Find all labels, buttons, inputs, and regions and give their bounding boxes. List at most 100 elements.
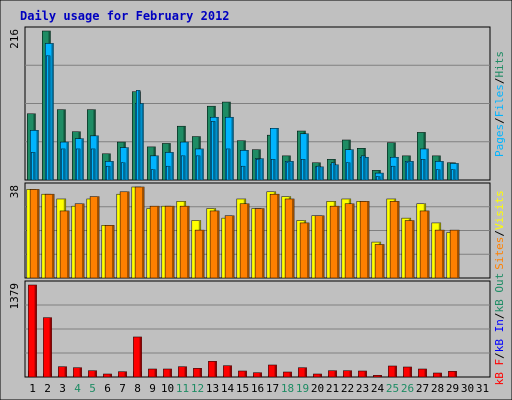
bar-shadow <box>262 208 265 278</box>
bar-shadow <box>63 148 66 180</box>
bar-kbytes-f <box>358 370 367 378</box>
bar-sites <box>284 198 295 279</box>
bar-shadow <box>273 159 276 180</box>
bar-shadow <box>198 155 201 180</box>
bar-shadow <box>348 162 351 180</box>
bar-shadow <box>141 103 144 180</box>
panel-kbytes: 1379 <box>8 280 491 378</box>
bar-shadow <box>67 210 70 278</box>
bar-kbytes-f <box>328 370 337 378</box>
day-label: 2 <box>44 382 51 395</box>
bar-shadow <box>364 370 367 377</box>
bar-shadow <box>412 220 415 278</box>
legend-part: kB Out <box>493 273 506 313</box>
bar-shadow <box>112 225 115 278</box>
bar-pages <box>181 155 186 181</box>
bar-pages <box>196 155 201 181</box>
bar-pages <box>331 162 336 181</box>
bar-shadow <box>64 366 67 377</box>
bar-shadow <box>456 163 459 180</box>
bar-shadow <box>79 367 82 377</box>
bar-sites <box>194 229 205 279</box>
bar-sites <box>104 225 115 279</box>
right-legend-middle: Sites/Visits <box>493 190 506 270</box>
bar-pages <box>91 148 96 181</box>
bar-kbytes-f <box>193 368 202 378</box>
day-label: 18 <box>281 382 294 395</box>
bar-sites <box>254 208 265 279</box>
bar-shadow <box>78 148 81 180</box>
bar-shadow <box>243 166 246 180</box>
day-label: 4 <box>74 382 81 395</box>
bar-shadow <box>292 198 295 278</box>
bar-shadow <box>438 169 441 180</box>
day-label: 24 <box>371 382 385 395</box>
panel-visits_sites: 38 <box>8 182 491 279</box>
bar-shadow <box>322 215 325 278</box>
bar-pages <box>361 155 366 181</box>
bar-kbytes-f <box>448 371 457 378</box>
bar-kbytes-f <box>238 370 247 378</box>
day-label: 23 <box>356 382 369 395</box>
bar-shadow <box>93 148 96 180</box>
bar-shadow <box>94 370 97 377</box>
bar-shadow <box>138 90 141 180</box>
day-label: 28 <box>431 382 444 395</box>
bar-shadow <box>48 55 51 181</box>
panel-max-label: 38 <box>8 185 21 198</box>
bar-shadow <box>186 142 189 180</box>
day-label: 22 <box>341 382 354 395</box>
bar-shadow <box>333 162 336 180</box>
bar-sites <box>314 215 325 279</box>
day-label: 1 <box>29 382 36 395</box>
bar-kbytes-f <box>388 365 397 378</box>
bar-shadow <box>124 371 127 377</box>
bar-sites <box>179 205 190 279</box>
bar-shadow <box>261 158 264 180</box>
bar-pages <box>166 165 171 181</box>
bar-shadow <box>336 164 339 180</box>
bar-sites <box>359 201 370 279</box>
legend-part: kB In <box>493 319 506 352</box>
day-label: 27 <box>416 382 429 395</box>
bar-shadow <box>408 162 411 180</box>
bar-sites <box>344 203 355 279</box>
bar-sites <box>419 210 430 279</box>
bar-kbytes-f <box>208 361 217 378</box>
bar-shadow <box>427 210 430 278</box>
bar-shadow <box>244 370 247 377</box>
bar-kbytes-f <box>118 371 127 378</box>
bar-shadow <box>274 364 277 377</box>
bar-sites <box>239 203 250 279</box>
bar-shadow <box>318 166 321 180</box>
day-label: 25 <box>386 382 399 395</box>
bar-sites <box>74 203 85 279</box>
bar-shadow <box>184 366 187 377</box>
legend-part: kB F <box>493 359 506 386</box>
bar-kbytes-f <box>313 373 322 378</box>
bar-shadow <box>187 206 190 278</box>
bar-shadow <box>396 157 399 180</box>
bar-shadow <box>97 196 100 278</box>
day-label: 16 <box>251 382 264 395</box>
bar-pages <box>316 165 321 181</box>
bar-sites <box>269 193 280 279</box>
bar-kbytes-f <box>103 373 112 378</box>
right-legend-bottom: kB F/kB In/kB Out <box>493 273 506 386</box>
bar-shadow <box>108 166 111 180</box>
bar-shadow <box>453 169 456 180</box>
day-label: 3 <box>59 382 66 395</box>
bar-shadow <box>289 371 292 377</box>
bar-pages <box>136 90 141 181</box>
bar-shadow <box>382 244 385 278</box>
day-label: 10 <box>161 382 174 395</box>
bar-shadow <box>393 166 396 180</box>
bar-shadow <box>156 155 159 180</box>
bar-sites <box>374 244 385 279</box>
bar-kbytes-f <box>343 370 352 378</box>
bar-kbytes-f <box>298 367 307 378</box>
bar-kbytes-f <box>73 367 82 378</box>
bar-sites <box>299 222 310 279</box>
bar-pages <box>451 169 456 181</box>
